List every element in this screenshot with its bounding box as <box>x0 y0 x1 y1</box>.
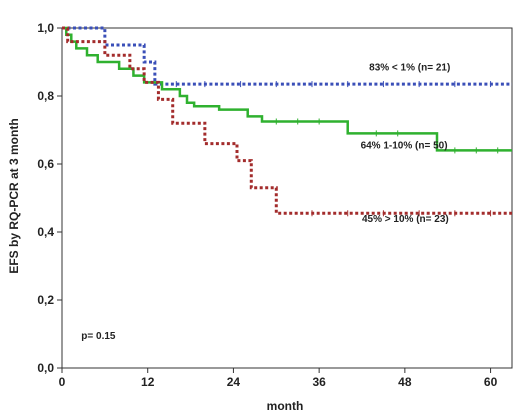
annotation-label: 64% 1-10% (n= 50) <box>361 141 448 152</box>
x-axis: 0 12 24 36 48 60 <box>59 368 498 389</box>
series-line-1 <box>62 26 512 86</box>
y-tick-label: 1,0 <box>37 21 54 35</box>
plot-frame <box>61 27 513 369</box>
x-tick-label: 36 <box>312 375 326 389</box>
y-axis: 0,0 0,2 0,4 0,6 0,8 1,0 <box>37 21 62 375</box>
series-line-2 <box>62 26 512 152</box>
x-axis-title: month <box>267 399 304 413</box>
plot-border <box>61 27 513 369</box>
x-tick-label: 60 <box>484 375 498 389</box>
y-tick-label: 0,8 <box>37 89 54 103</box>
y-tick-label: 0,0 <box>37 361 54 375</box>
curves <box>62 26 512 215</box>
annotation-label: 83% < 1% (n= 21) <box>369 63 450 74</box>
x-tick-label: 12 <box>141 375 155 389</box>
series-line-3 <box>62 26 512 215</box>
y-axis-title: EFS by RQ-PCR at 3 month <box>7 118 21 273</box>
x-tick-label: 48 <box>398 375 412 389</box>
y-tick-label: 0,6 <box>37 157 54 171</box>
censor-marks <box>175 81 499 217</box>
x-tick-label: 24 <box>227 375 241 389</box>
y-tick-label: 0,4 <box>37 225 54 239</box>
annotation-label: 45% > 10% (n= 23) <box>362 214 449 225</box>
x-tick-label: 0 <box>59 375 66 389</box>
annotations: 83% < 1% (n= 21) 64% 1-10% (n= 50) 45% > 1… <box>81 63 450 343</box>
y-tick-label: 0,2 <box>37 293 54 307</box>
annotation-label: p= 0.15 <box>81 331 116 342</box>
